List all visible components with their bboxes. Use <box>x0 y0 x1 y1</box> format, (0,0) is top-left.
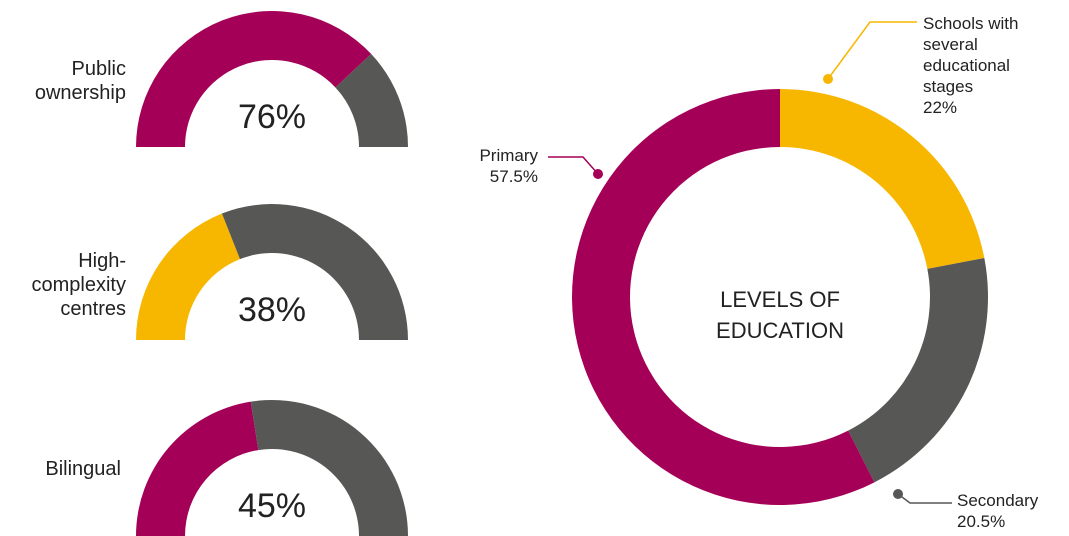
slice-value-label: 57.5% <box>490 167 538 186</box>
slice-value-label: 20.5% <box>957 512 1005 531</box>
slice-value-label: 22% <box>923 98 957 117</box>
callout-leader-line <box>548 156 599 175</box>
callout-dot <box>823 74 833 84</box>
gauge-value-arc <box>136 401 259 536</box>
donut-slice-1 <box>780 89 985 269</box>
donut-center-title: EDUCATION <box>716 318 844 343</box>
donut-center-title: LEVELS OF <box>720 287 840 312</box>
slice-category-label: stages <box>923 77 973 96</box>
gauge-category-label: High- <box>78 250 126 272</box>
gauge-remainder-arc <box>250 400 408 536</box>
slice-callout-3: Primary 57.5% <box>479 146 603 186</box>
gauge-value-arc <box>136 213 240 340</box>
callout-dot <box>593 169 603 179</box>
callout-dot <box>893 489 903 499</box>
slice-category-label: Schools with <box>923 14 1018 33</box>
gauge-remainder-arc <box>335 53 408 147</box>
gauge-category-label: ownership <box>35 82 126 104</box>
slice-category-label: several <box>923 35 978 54</box>
slice-category-label: Primary <box>479 146 538 165</box>
gauge-percent-label: 76% <box>238 98 306 136</box>
gauge-value-arc <box>136 10 372 147</box>
gauge-category-label: complexity <box>32 274 126 296</box>
slice-category-label: educational <box>923 56 1010 75</box>
donut-slice-2 <box>848 258 988 483</box>
donut-slice-3 <box>572 89 875 505</box>
slice-callout-1: Schools with several educational stages 22% <box>823 14 1018 117</box>
slice-category-label: Secondary <box>957 491 1039 510</box>
gauge-category-label: centres <box>60 298 126 320</box>
gauge-3: 45% Bilingual <box>45 400 408 536</box>
gauge-category-label: Public <box>72 58 126 80</box>
gauge-percent-label: 45% <box>238 487 306 525</box>
levels-of-education-donut: LEVELS OF EDUCATION Schools with several edu… <box>479 14 1038 531</box>
callout-leader-line <box>827 21 917 80</box>
gauge-category-label: Bilingual <box>45 458 121 480</box>
gauge-percent-label: 38% <box>238 291 306 329</box>
gauge-remainder-arc <box>221 204 408 340</box>
slice-callout-2: Secondary 20.5% <box>893 489 1039 531</box>
callout-leader-line <box>897 493 952 504</box>
